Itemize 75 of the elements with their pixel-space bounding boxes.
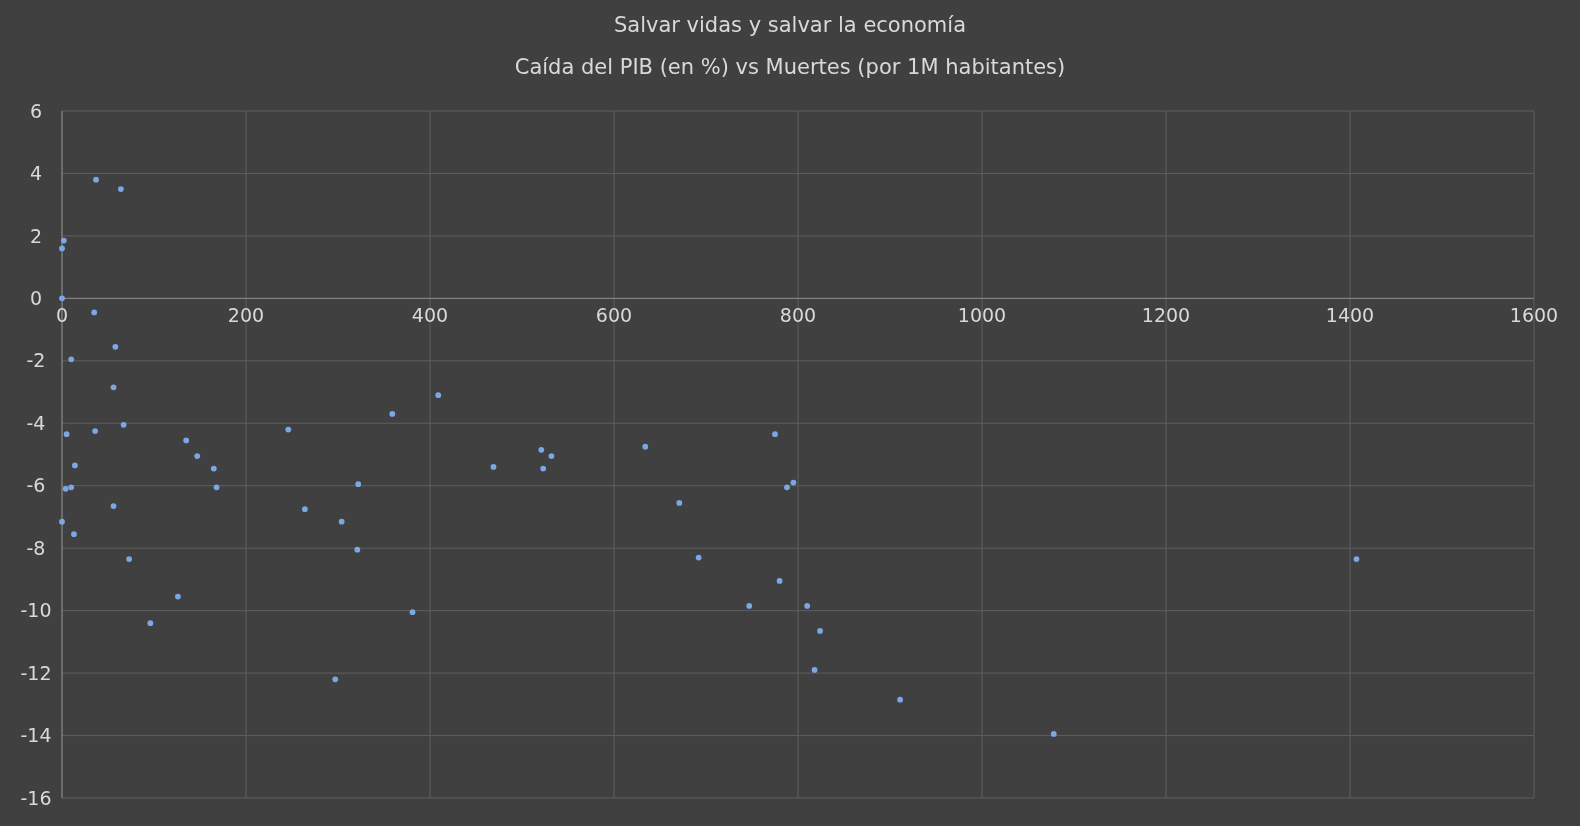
point: [118, 186, 124, 192]
point: [642, 443, 649, 450]
point: [548, 453, 555, 459]
x-tick-label: 600: [595, 304, 633, 327]
point: [332, 676, 339, 683]
point: [59, 518, 65, 525]
point: [302, 506, 308, 513]
y-tick-label: -8: [26, 536, 46, 559]
point: [110, 384, 117, 391]
y-tick-label: -16: [20, 786, 52, 809]
x-tick-label: 1600: [1509, 304, 1559, 327]
point: [68, 484, 75, 491]
point: [213, 484, 220, 491]
y-tick-label: -14: [20, 724, 52, 747]
y-tick-label: 0: [29, 287, 43, 310]
x-tick-label: 1000: [957, 304, 1007, 327]
y-tick-label: -2: [26, 349, 46, 372]
point: [817, 628, 823, 634]
x-tick-label: 400: [411, 304, 449, 327]
point: [92, 428, 98, 434]
point: [746, 603, 753, 609]
chart-title: Salvar vidas y salvar la economía: [613, 13, 967, 37]
point: [695, 554, 702, 561]
point: [1353, 556, 1360, 562]
x-tick-label: 200: [227, 304, 265, 327]
y-tick-label: -6: [26, 474, 46, 497]
x-tick-label: 1200: [1141, 304, 1191, 327]
point: [804, 603, 811, 609]
point: [409, 609, 416, 616]
y-tick-label: -4: [26, 411, 46, 434]
point: [355, 481, 362, 488]
point: [62, 485, 69, 492]
y-tick-label: -12: [20, 661, 52, 684]
point: [194, 453, 201, 459]
point: [285, 426, 292, 433]
point: [68, 356, 75, 363]
x-tick-label: 0: [55, 304, 69, 327]
point: [72, 462, 78, 469]
point: [389, 411, 396, 417]
point: [183, 437, 190, 444]
chart-subtitle: Caída del PIB (en %) vs Muertes (por 1M habitantes): [514, 55, 1066, 79]
point: [110, 503, 117, 509]
point: [71, 531, 77, 537]
point: [59, 245, 65, 252]
point: [210, 465, 217, 472]
point: [120, 421, 127, 428]
y-tick-label: 6: [29, 99, 43, 122]
point: [897, 696, 903, 703]
point: [811, 667, 818, 673]
point: [435, 392, 442, 399]
point: [338, 518, 345, 525]
point: [59, 295, 65, 302]
point: [112, 343, 119, 350]
point: [126, 556, 133, 562]
point: [63, 431, 70, 438]
point: [538, 446, 545, 453]
point: [175, 593, 181, 600]
y-tick-label: -10: [20, 599, 52, 622]
x-tick-label: 1400: [1325, 304, 1375, 327]
point: [776, 578, 783, 584]
point: [540, 465, 547, 472]
point: [147, 620, 154, 626]
y-tick-label: 4: [29, 162, 43, 185]
point: [784, 484, 790, 491]
point: [1050, 731, 1057, 737]
point: [60, 237, 67, 244]
y-tick-label: 2: [29, 224, 43, 247]
point: [490, 464, 497, 470]
x-tick-label: 800: [779, 304, 817, 327]
point: [676, 500, 683, 506]
point: [354, 546, 361, 553]
point: [93, 176, 99, 183]
point: [790, 479, 797, 486]
point: [91, 309, 98, 316]
point: [772, 431, 778, 438]
